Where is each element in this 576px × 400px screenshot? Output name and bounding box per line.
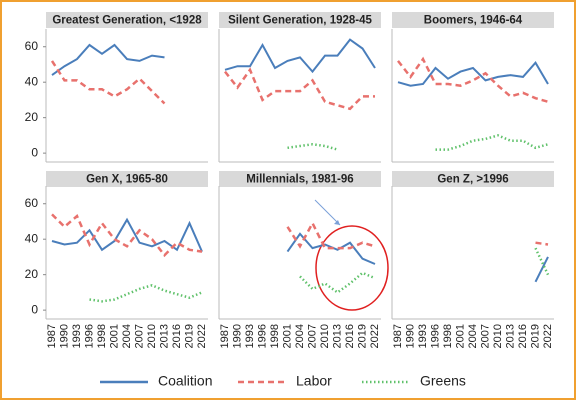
x-tick-label: 2007	[479, 324, 491, 348]
panel-title-bg	[46, 12, 208, 28]
x-tick-label: 2010	[492, 324, 504, 348]
x-tick-label: 2013	[331, 324, 343, 348]
panel-title-bg	[219, 171, 381, 187]
panel-title: Gen X, 1965-80	[86, 174, 168, 186]
x-tick-label: 2004	[294, 324, 306, 348]
x-tick-label: 1993	[244, 324, 256, 348]
x-tick-label: 2007	[133, 324, 145, 348]
x-tick-label: 1993	[71, 324, 83, 348]
y-tick-label: 0	[31, 145, 38, 159]
x-tick-label: 1990	[231, 324, 243, 348]
x-tick-label: 1996	[83, 324, 95, 348]
series-line	[535, 241, 549, 246]
legend-label: Greens	[420, 373, 466, 389]
y-tick-label: 60	[25, 39, 39, 53]
series-line	[397, 56, 549, 103]
series-line	[287, 143, 338, 151]
series-line	[534, 256, 549, 283]
x-tick-label: 2001	[454, 324, 466, 348]
series-line	[51, 213, 203, 258]
x-tick-label: 1990	[404, 324, 416, 348]
x-tick-label: 1987	[392, 324, 404, 348]
x-tick-label: 1998	[96, 324, 108, 348]
panel-title: Gen Z, >1996	[437, 174, 508, 186]
x-tick-label: 1996	[429, 324, 441, 348]
arrow	[314, 199, 341, 226]
panel-title: Silent Generation, 1928-45	[228, 15, 372, 27]
y-tick-label: 20	[25, 267, 39, 281]
series-line	[224, 67, 375, 111]
x-tick-label: 2010	[319, 324, 331, 348]
x-tick-label: 2001	[281, 324, 293, 348]
x-tick-label: 2022	[369, 324, 381, 348]
x-tick-label: 2022	[542, 324, 554, 348]
legend-label: Coalition	[158, 373, 212, 389]
panel-title-bg	[392, 171, 554, 187]
x-tick-label: 2010	[146, 324, 158, 348]
x-tick-label: 2007	[306, 324, 318, 348]
series-line	[224, 38, 376, 74]
y-tick-label: 20	[25, 110, 39, 124]
x-tick-label: 1998	[442, 324, 454, 348]
x-tick-label: 2022	[196, 324, 208, 348]
x-tick-label: 2019	[529, 324, 541, 348]
series-line	[286, 220, 376, 250]
x-tick-label: 2016	[171, 324, 183, 348]
series-line	[51, 43, 165, 76]
x-tick-label: 1993	[417, 324, 429, 348]
panel-title: Millennials, 1981-96	[246, 174, 353, 186]
series-line	[397, 61, 549, 87]
y-tick-label: 60	[25, 196, 39, 210]
x-tick-label: 2019	[183, 324, 195, 348]
y-tick-label: 0	[31, 302, 38, 316]
series-line	[534, 247, 550, 276]
x-tick-label: 2016	[344, 324, 356, 348]
arrow-head	[334, 220, 340, 225]
panel-title-bg	[46, 171, 208, 187]
x-tick-label: 2001	[108, 324, 120, 348]
y-tick-label: 40	[25, 231, 39, 245]
panel-title-bg	[219, 12, 381, 28]
x-tick-label: 2013	[504, 324, 516, 348]
x-tick-label: 2016	[517, 324, 529, 348]
x-tick-label: 1990	[58, 324, 70, 348]
x-tick-label: 2019	[356, 324, 368, 348]
x-tick-label: 2013	[158, 324, 170, 348]
x-tick-label: 1987	[219, 324, 231, 348]
y-tick-label: 40	[25, 74, 39, 88]
highlight-ellipse	[315, 225, 389, 311]
x-tick-label: 1987	[46, 324, 58, 348]
panel-title-bg	[392, 12, 554, 28]
x-tick-label: 2004	[467, 324, 479, 348]
panel-title: Greatest Generation, <1928	[52, 15, 202, 27]
series-line	[50, 60, 166, 105]
x-tick-label: 2004	[121, 324, 133, 348]
panel-title: Boomers, 1946-64	[424, 15, 523, 27]
legend-label: Labor	[296, 373, 332, 389]
x-tick-label: 1998	[269, 324, 281, 348]
x-tick-label: 1996	[256, 324, 268, 348]
series-line	[51, 217, 203, 253]
